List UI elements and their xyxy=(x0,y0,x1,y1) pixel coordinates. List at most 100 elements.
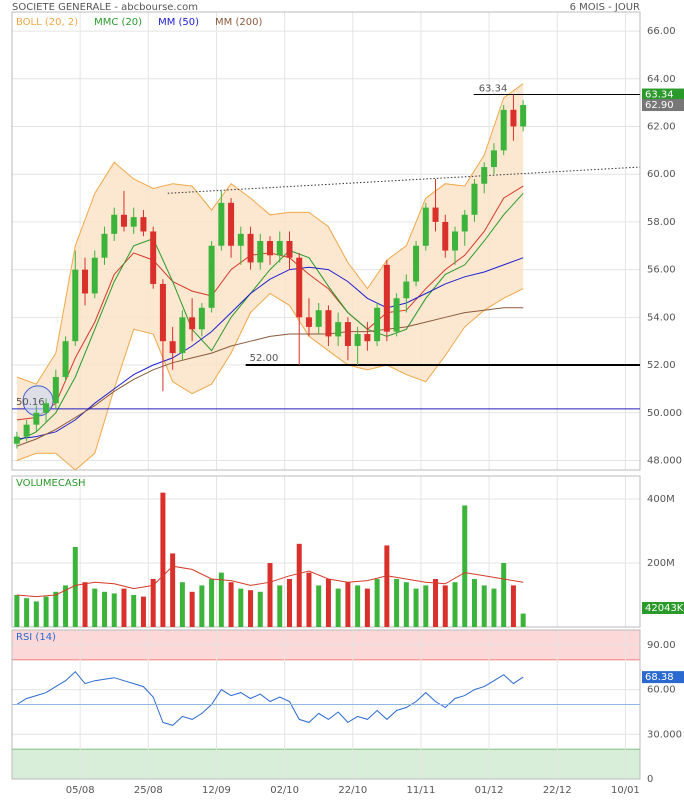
x-tick-label: 22/10 xyxy=(338,785,367,796)
candle-body xyxy=(208,245,215,308)
value-badge xyxy=(642,88,684,101)
value-badge xyxy=(642,99,684,112)
volume-bar xyxy=(24,598,30,627)
candle-body xyxy=(150,231,157,284)
ma-line xyxy=(16,192,524,442)
volume-bar xyxy=(170,553,176,627)
candle-body xyxy=(140,217,147,232)
candle-body xyxy=(82,269,89,294)
candle-body xyxy=(91,257,98,294)
volume-bar xyxy=(179,582,185,627)
candle-body xyxy=(257,241,264,263)
badge-label: 42043K xyxy=(645,603,684,614)
trendline xyxy=(167,166,641,194)
volume-bar xyxy=(92,588,98,627)
panel-title: RSI (14) xyxy=(16,632,56,643)
x-tick-label: 11/11 xyxy=(407,785,436,796)
candle-body xyxy=(62,341,69,377)
volume-bar xyxy=(257,591,263,627)
y-tick-label: 200M xyxy=(647,558,675,569)
rsi-lower-band xyxy=(11,748,641,780)
candle-body xyxy=(442,221,449,251)
volume-bar xyxy=(433,579,439,627)
volume-bar xyxy=(306,572,312,627)
candle-body xyxy=(374,307,381,342)
volume-bar xyxy=(111,593,117,627)
volume-ma xyxy=(16,565,524,598)
candle-body xyxy=(344,322,351,346)
y-tick-label: 52.00 xyxy=(647,360,676,371)
x-tick-label: 10/01 xyxy=(611,785,640,796)
y-tick-label: 58.00 xyxy=(647,217,676,228)
candle-body xyxy=(43,403,50,413)
candle-body xyxy=(354,334,361,346)
volume-bar xyxy=(471,579,477,627)
y-tick-label: 30.000 xyxy=(647,729,682,740)
candle-body xyxy=(198,307,205,330)
ma-line xyxy=(16,257,524,440)
candle-body xyxy=(335,322,342,337)
candle-body xyxy=(189,317,196,330)
badge-label: 68.38 xyxy=(645,672,674,683)
candle-body xyxy=(422,207,429,246)
y-tick-label: 400M xyxy=(647,494,675,505)
volume-bar xyxy=(33,601,39,627)
volume-bar xyxy=(316,585,322,627)
candle-body xyxy=(432,207,439,222)
volume-bar xyxy=(131,595,137,627)
candle-body xyxy=(228,202,235,246)
candle-body xyxy=(23,424,30,437)
period: 6 MOIS - JOUR xyxy=(570,2,640,13)
chart-title: SOCIETE GENERALE - abcbourse.com xyxy=(12,2,198,13)
legend-entry: MMC (20) xyxy=(94,17,142,28)
bollinger-upper xyxy=(16,83,524,385)
candle-body xyxy=(159,283,166,342)
volume-bar xyxy=(150,579,156,627)
legend-entry: MM (200) xyxy=(215,17,262,28)
volume-bar xyxy=(82,582,88,627)
candle-body xyxy=(72,269,79,342)
volume-bar xyxy=(413,588,419,627)
volume-bar xyxy=(277,585,283,627)
candle-body xyxy=(111,214,118,234)
rsi-line xyxy=(16,670,524,726)
y-tick-label: 0 xyxy=(647,774,653,785)
volume-bar xyxy=(442,585,448,627)
y-tick-label: 62.00 xyxy=(647,122,676,133)
candle-body xyxy=(247,233,254,263)
candle-body xyxy=(13,436,20,444)
candle-body xyxy=(130,217,137,227)
candle-body xyxy=(305,317,312,327)
candle-body xyxy=(237,233,244,246)
volume-bar xyxy=(189,591,195,627)
candle-body xyxy=(179,317,186,354)
candle-body xyxy=(413,245,420,282)
volume-bar xyxy=(199,585,205,627)
candle-body xyxy=(520,105,527,127)
y-tick-label: 66.00 xyxy=(647,26,676,37)
candle-body xyxy=(490,150,497,168)
volume-bar xyxy=(72,547,78,627)
x-tick-label: 25/08 xyxy=(134,785,163,796)
legend-entry: MM (50) xyxy=(158,17,199,28)
candle-body xyxy=(296,257,303,318)
support-label: 52.00 xyxy=(250,353,279,364)
volume-bar xyxy=(267,563,273,627)
y-tick-label: 60.00 xyxy=(647,685,676,696)
candle-body xyxy=(383,264,390,332)
value-badge xyxy=(642,602,684,614)
candle-body xyxy=(286,241,293,258)
volume-bar xyxy=(374,579,380,627)
volume-bar xyxy=(325,579,331,627)
y-tick-label: 54.00 xyxy=(647,312,676,323)
x-tick-label: 22/12 xyxy=(543,785,572,796)
volume-bar xyxy=(384,545,390,627)
candle-body xyxy=(452,231,459,251)
candle-body xyxy=(218,202,225,246)
candle-body xyxy=(276,241,283,256)
volume-bar xyxy=(248,590,254,627)
volume-bar xyxy=(501,563,507,627)
volume-bar xyxy=(423,585,429,627)
y-tick-label: 48.000 xyxy=(647,455,682,466)
candle-body xyxy=(364,334,371,342)
